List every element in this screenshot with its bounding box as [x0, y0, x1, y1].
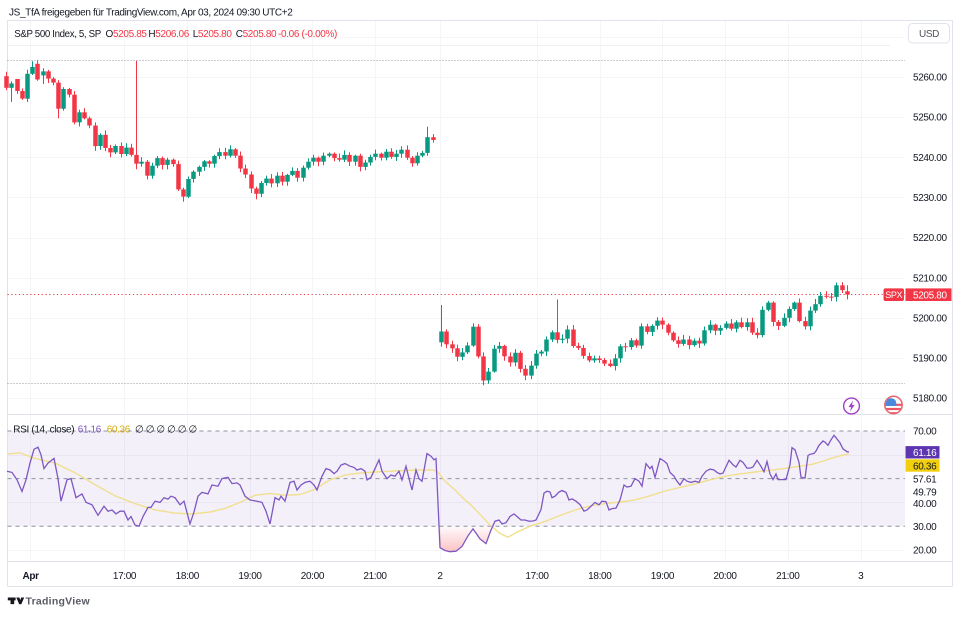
svg-text:∅: ∅ [178, 425, 186, 436]
svg-text:20:00: 20:00 [713, 571, 737, 582]
svg-text:USD: USD [919, 29, 939, 40]
svg-text:5210.00: 5210.00 [913, 273, 947, 284]
svg-text:C5205.80: C5205.80 [236, 29, 277, 40]
svg-text:5200.00: 5200.00 [913, 313, 947, 324]
svg-text:5205.80: 5205.80 [913, 290, 947, 301]
svg-text:60.36: 60.36 [107, 425, 131, 436]
svg-text:5240.00: 5240.00 [913, 153, 947, 164]
svg-text:3: 3 [858, 571, 864, 582]
svg-text:∅: ∅ [189, 425, 197, 436]
svg-text:S&P 500 Index, 5, SP: S&P 500 Index, 5, SP [14, 29, 101, 40]
svg-text:20.00: 20.00 [913, 546, 937, 557]
svg-text:5260.00: 5260.00 [913, 73, 947, 84]
svg-text:40.00: 40.00 [913, 499, 937, 510]
svg-text:19:00: 19:00 [238, 571, 262, 582]
svg-text:O5205.85: O5205.85 [106, 29, 148, 40]
svg-text:21:00: 21:00 [776, 571, 800, 582]
svg-text:∅: ∅ [167, 425, 175, 436]
svg-text:57.61: 57.61 [913, 474, 937, 485]
svg-text:Apr: Apr [23, 571, 40, 582]
svg-text:70.00: 70.00 [913, 427, 937, 438]
svg-text:∅: ∅ [156, 425, 164, 436]
svg-text:5180.00: 5180.00 [913, 394, 947, 405]
svg-text:L5205.80: L5205.80 [193, 29, 233, 40]
svg-text:∅: ∅ [146, 425, 154, 436]
svg-text:18:00: 18:00 [588, 571, 612, 582]
svg-text:5220.00: 5220.00 [913, 233, 947, 244]
svg-text:5250.00: 5250.00 [913, 113, 947, 124]
svg-text:19:00: 19:00 [651, 571, 675, 582]
svg-text:60.36: 60.36 [913, 461, 937, 472]
svg-text:20:00: 20:00 [301, 571, 325, 582]
svg-text:30.00: 30.00 [913, 522, 937, 533]
svg-text:SPX: SPX [885, 290, 902, 300]
svg-text:18:00: 18:00 [176, 571, 200, 582]
svg-text:TradingView: TradingView [26, 595, 91, 607]
svg-text:∅: ∅ [135, 425, 143, 436]
svg-text:21:00: 21:00 [363, 571, 387, 582]
svg-text:RSI (14, close): RSI (14, close) [13, 425, 74, 436]
svg-text:JS_TfA freigegeben für Trading: JS_TfA freigegeben für TradingView.com, … [9, 7, 293, 18]
svg-text:17:00: 17:00 [525, 571, 549, 582]
svg-text:5190.00: 5190.00 [913, 354, 947, 365]
svg-text:-0.06 (-0.00%): -0.06 (-0.00%) [278, 29, 337, 40]
svg-text:17:00: 17:00 [113, 571, 137, 582]
svg-text:61.16: 61.16 [78, 425, 102, 436]
svg-text:H5206.06: H5206.06 [148, 29, 189, 40]
svg-text:5230.00: 5230.00 [913, 193, 947, 204]
svg-text:61.16: 61.16 [913, 448, 937, 459]
svg-text:2: 2 [437, 571, 443, 582]
svg-text:49.79: 49.79 [913, 488, 937, 499]
